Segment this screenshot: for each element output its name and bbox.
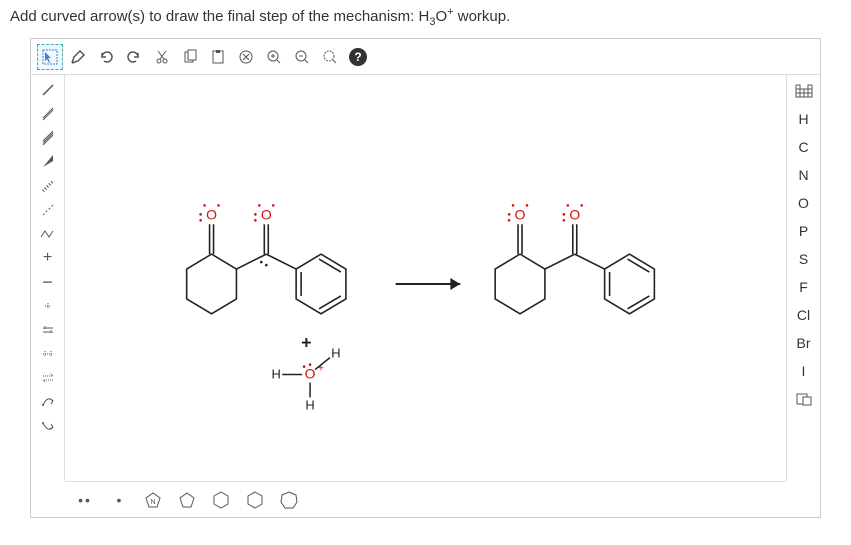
h-label: H — [305, 397, 314, 412]
triple-bond-tool[interactable] — [35, 127, 61, 149]
lone-pair-1-tool[interactable]: • — [107, 488, 131, 512]
redo-button[interactable] — [121, 44, 147, 70]
select-tool[interactable] — [37, 44, 63, 70]
ring6b-tool[interactable] — [243, 488, 267, 512]
copy-button[interactable] — [177, 44, 203, 70]
oxygen-label: O — [261, 206, 272, 222]
hash-bond-tool[interactable] — [35, 175, 61, 197]
element-c[interactable]: C — [791, 135, 817, 159]
plus-charge-tool[interactable]: + — [35, 247, 61, 269]
h-label: H — [331, 346, 340, 361]
element-s[interactable]: S — [791, 247, 817, 271]
element-h[interactable]: H — [791, 107, 817, 131]
element-cl[interactable]: Cl — [791, 303, 817, 327]
svg-text:N: N — [150, 499, 155, 506]
ring6-tool[interactable] — [209, 488, 233, 512]
drawing-canvas[interactable]: O O + H — [65, 75, 786, 481]
oxygen-label: O — [305, 366, 316, 382]
double-bond-tool[interactable] — [35, 103, 61, 125]
bottom-toolbar: •• • N — [65, 481, 786, 517]
help-icon: ? — [349, 48, 367, 66]
more-elements[interactable] — [791, 387, 817, 411]
zoom-out-button[interactable] — [289, 44, 315, 70]
element-i[interactable]: I — [791, 359, 817, 383]
delete-button[interactable] — [233, 44, 259, 70]
curved-arrow2-tool[interactable] — [35, 415, 61, 437]
element-p[interactable]: P — [791, 219, 817, 243]
draw-tool[interactable] — [65, 44, 91, 70]
right-toolbar: H C N O P S F Cl Br I — [786, 75, 820, 481]
curved-arrow-tool[interactable] — [35, 391, 61, 413]
equilibrium-tool[interactable] — [35, 367, 61, 389]
chain-tool[interactable] — [35, 223, 61, 245]
help-button[interactable]: ? — [345, 44, 371, 70]
dashed-bond-tool[interactable] — [35, 199, 61, 221]
oxygen-label: O — [515, 206, 526, 222]
zoom-in-button[interactable] — [261, 44, 287, 70]
cut-button[interactable] — [149, 44, 175, 70]
oxygen-label: O — [206, 206, 217, 222]
top-toolbar: ? — [31, 39, 820, 75]
oxygen-label: O — [569, 206, 580, 222]
element-br[interactable]: Br — [791, 331, 817, 355]
question-text: Add curved arrow(s) to draw the final st… — [0, 0, 851, 34]
ring5n-tool[interactable]: N — [141, 488, 165, 512]
h-label: H — [272, 367, 281, 382]
ring7-tool[interactable] — [277, 488, 301, 512]
paste-button[interactable] — [205, 44, 231, 70]
single-bond-tool[interactable] — [35, 79, 61, 101]
ring5-tool[interactable] — [175, 488, 199, 512]
periodic-table-button[interactable] — [791, 79, 817, 103]
molecule-svg: O O + H — [65, 75, 786, 481]
charge-plus-dotted2-tool[interactable] — [35, 343, 61, 365]
element-f[interactable]: F — [791, 275, 817, 299]
element-o[interactable]: O — [791, 191, 817, 215]
charge-toggle-tool[interactable] — [35, 319, 61, 341]
left-toolbar: + − — [31, 75, 65, 481]
element-n[interactable]: N — [791, 163, 817, 187]
lone-pair-2-tool[interactable]: •• — [73, 488, 97, 512]
minus-charge-tool[interactable]: − — [35, 271, 61, 293]
charge-plus-dotted-tool[interactable] — [35, 295, 61, 317]
wedge-bond-tool[interactable] — [35, 151, 61, 173]
molecule-editor: ? + − H C N O P S F Cl Br I •• • N — [30, 38, 821, 518]
plus-sign: + — [301, 333, 311, 353]
zoom-fit-button[interactable] — [317, 44, 343, 70]
undo-button[interactable] — [93, 44, 119, 70]
